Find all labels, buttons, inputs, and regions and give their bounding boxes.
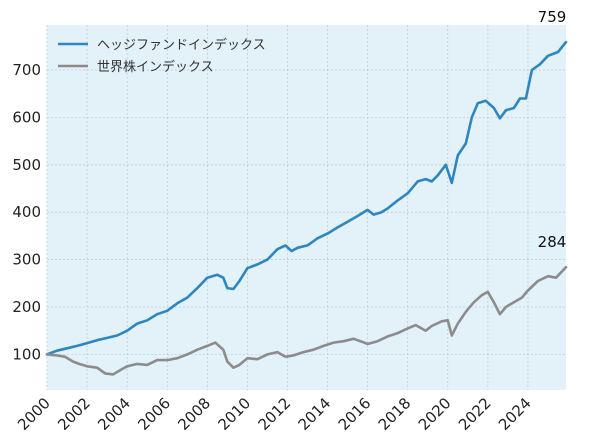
y-tick-label: 100 bbox=[12, 345, 41, 363]
legend-label-0: ヘッジファンドインデックス bbox=[97, 37, 266, 53]
x-tick-label: 2004 bbox=[94, 394, 134, 434]
x-tick-labels: 2000 2002 2004 2006 2008 2010 2012 2014 2016 2018… bbox=[14, 394, 535, 434]
legend-label-1: 世界株インデックス bbox=[97, 59, 214, 75]
y-tick-label: 700 bbox=[12, 61, 41, 79]
end-value-labels: 759 284 bbox=[538, 8, 567, 251]
y-tick-label: 300 bbox=[12, 251, 41, 269]
end-value-label-1: 284 bbox=[538, 233, 567, 251]
x-tick-label: 2020 bbox=[415, 394, 455, 434]
plot-area bbox=[47, 25, 566, 390]
x-tick-label: 2014 bbox=[295, 394, 335, 434]
x-tick-label: 2000 bbox=[14, 394, 54, 434]
x-tick-label: 2008 bbox=[174, 394, 214, 434]
x-tick-label: 2006 bbox=[134, 394, 174, 434]
y-gridlines bbox=[47, 69, 566, 355]
y-tick-label: 400 bbox=[12, 203, 41, 221]
y-tick-label: 500 bbox=[12, 156, 41, 174]
x-tick-label: 2024 bbox=[495, 394, 535, 434]
x-tick-label: 2002 bbox=[54, 394, 94, 434]
end-value-label-0: 759 bbox=[538, 8, 567, 26]
series-lines bbox=[45, 40, 568, 376]
x-gridlines bbox=[46, 25, 529, 390]
x-tick-label: 2022 bbox=[455, 394, 495, 434]
y-tick-labels: 100 200 300 400 500 600 700 bbox=[12, 61, 41, 363]
x-tick-label: 2016 bbox=[335, 394, 375, 434]
x-tick-label: 2018 bbox=[375, 394, 415, 434]
y-tick-label: 200 bbox=[12, 298, 41, 316]
x-tick-label: 2012 bbox=[255, 394, 295, 434]
series-line-1 bbox=[45, 265, 568, 376]
x-tick-label: 2010 bbox=[214, 394, 254, 434]
series-line-0 bbox=[45, 40, 568, 356]
y-tick-label: 600 bbox=[12, 108, 41, 126]
